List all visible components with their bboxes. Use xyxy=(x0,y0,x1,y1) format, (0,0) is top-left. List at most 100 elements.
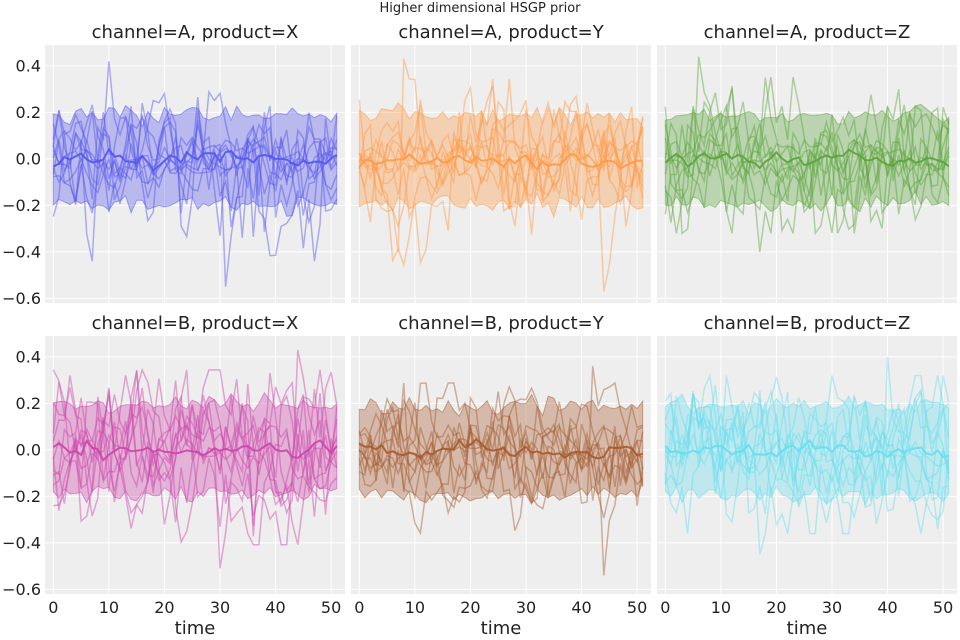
sample-line xyxy=(52,139,337,195)
figure-suptitle: Higher dimensional HSGP prior xyxy=(380,1,582,16)
x-tick-label: 10 xyxy=(99,598,119,617)
sample-line xyxy=(664,375,950,501)
sample-line xyxy=(52,367,338,526)
sample-line xyxy=(52,387,338,545)
y-tick-label: −0.6 xyxy=(2,580,41,599)
x-tick-label: 40 xyxy=(265,598,285,617)
sample-line xyxy=(52,371,338,492)
panel-title: channel=A, product=Y xyxy=(398,22,604,43)
sample-line xyxy=(664,388,950,520)
sample-line xyxy=(52,104,338,195)
x-tick-label: 50 xyxy=(627,598,647,617)
sample-line xyxy=(52,370,338,545)
sample-line xyxy=(664,77,950,233)
mean-line xyxy=(52,147,338,172)
sample-line xyxy=(358,402,644,509)
mean-line xyxy=(358,152,643,171)
sample-line xyxy=(358,85,644,227)
sample-line xyxy=(358,78,644,266)
x-tick-label: 30 xyxy=(210,598,230,617)
sample-line xyxy=(665,56,950,198)
x-tick-label: 0 xyxy=(660,598,670,617)
panel-background xyxy=(657,336,957,594)
sample-line xyxy=(664,372,950,523)
x-tick-label: 10 xyxy=(711,598,731,617)
x-axis-label: time xyxy=(175,618,216,639)
sample-line xyxy=(52,415,338,503)
credible-band xyxy=(664,103,950,213)
panel-b-x: channel=B, product=X 0.4 0.2 0.0 −0.2 −0.4 −0.… xyxy=(2,313,345,639)
sample-line xyxy=(53,136,338,185)
sample-line xyxy=(53,387,338,516)
y-tick-label: 0.2 xyxy=(16,394,41,413)
panel-title: channel=A, product=X xyxy=(92,22,299,43)
y-tick-label: −0.2 xyxy=(2,196,41,215)
sample-line xyxy=(358,134,644,188)
panels: channel=A, product=X 0.4 0.2 0.0 −0.2 −0.4 −0.… xyxy=(2,22,957,639)
sample-line xyxy=(358,423,644,503)
sample-line xyxy=(664,428,950,489)
panel-a-y: channel=A, product=Y xyxy=(351,22,651,303)
panel-series xyxy=(52,61,338,287)
panel-series xyxy=(52,349,338,569)
panel-b-y: channel=B, product=Y 0 10 20 30 40 50 time xyxy=(351,313,651,639)
sample-line xyxy=(664,391,950,525)
sample-line xyxy=(358,397,644,519)
sample-line xyxy=(52,369,338,569)
y-tick-label: 0.4 xyxy=(16,347,41,366)
sample-line xyxy=(664,391,950,534)
sample-line xyxy=(664,76,950,234)
panel-title: channel=B, product=X xyxy=(92,313,299,334)
y-tick-label: −0.4 xyxy=(2,533,41,552)
x-tick-label: 30 xyxy=(822,598,842,617)
sample-line xyxy=(664,375,950,535)
sample-line xyxy=(358,99,644,268)
panel-a-x: channel=A, product=X 0.4 0.2 0.0 −0.2 −0.4 −0.… xyxy=(2,22,345,308)
x-axis-label: time xyxy=(481,618,522,639)
sample-line xyxy=(358,391,644,516)
x-tick-label: 50 xyxy=(321,598,341,617)
panel-series xyxy=(358,58,644,292)
sample-line xyxy=(359,405,644,487)
credible-band xyxy=(52,391,338,504)
panel-title: channel=B, product=Y xyxy=(398,313,604,334)
y-tick-label: 0.0 xyxy=(16,440,41,459)
sample-line xyxy=(358,382,644,531)
x-tick-label: 0 xyxy=(48,598,58,617)
sample-line xyxy=(52,375,338,493)
mean-line xyxy=(52,439,338,462)
sample-line xyxy=(664,115,950,187)
sample-line xyxy=(664,114,950,234)
x-tick-label: 10 xyxy=(405,598,425,617)
sample-line xyxy=(664,110,950,223)
sample-line xyxy=(52,89,338,237)
panel-title: channel=A, product=Z xyxy=(704,22,911,43)
panel-series xyxy=(664,356,950,555)
mean-line xyxy=(664,438,949,459)
sample-line xyxy=(52,349,338,525)
y-tick-label: −0.4 xyxy=(2,242,41,261)
panel-b-z: channel=B, product=Z 0 10 20 30 40 50 time xyxy=(657,313,957,639)
y-tick-label: 0.4 xyxy=(16,56,41,75)
sample-line xyxy=(52,91,338,213)
credible-band xyxy=(52,104,338,217)
sample-line xyxy=(358,58,644,253)
panel-series xyxy=(664,56,950,253)
mean-line xyxy=(664,148,950,170)
sample-line xyxy=(52,116,338,287)
credible-band xyxy=(664,393,950,507)
x-axis-label: time xyxy=(787,618,828,639)
mean-line xyxy=(358,438,643,460)
sample-line xyxy=(358,105,644,292)
panel-background xyxy=(45,45,345,303)
x-tick-label: 40 xyxy=(571,598,591,617)
x-tick-label: 0 xyxy=(354,598,364,617)
sample-line xyxy=(52,105,338,218)
sample-line xyxy=(358,382,643,510)
sample-line xyxy=(358,78,644,229)
y-tick-label: −0.2 xyxy=(2,487,41,506)
panel-series xyxy=(358,366,644,576)
sample-line xyxy=(358,366,644,536)
credible-band xyxy=(358,102,644,219)
